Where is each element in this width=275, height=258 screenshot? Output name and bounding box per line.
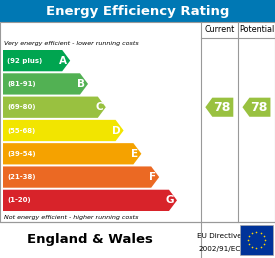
Text: Potential: Potential	[239, 26, 274, 35]
Text: Very energy efficient - lower running costs: Very energy efficient - lower running co…	[4, 41, 139, 46]
Text: Current: Current	[204, 26, 234, 35]
Text: (92 plus): (92 plus)	[7, 58, 42, 64]
Polygon shape	[3, 190, 177, 211]
Text: A: A	[59, 56, 67, 66]
Polygon shape	[3, 143, 141, 164]
Polygon shape	[3, 73, 88, 95]
Text: Energy Efficiency Rating: Energy Efficiency Rating	[46, 4, 229, 18]
Polygon shape	[243, 98, 270, 117]
Text: B: B	[77, 79, 85, 89]
Text: (81-91): (81-91)	[7, 81, 36, 87]
Text: C: C	[95, 102, 103, 112]
Text: E: E	[131, 149, 138, 159]
Text: (69-80): (69-80)	[7, 104, 35, 110]
Text: (1-20): (1-20)	[7, 197, 31, 203]
Text: 78: 78	[213, 101, 230, 114]
Text: D: D	[112, 125, 121, 135]
Text: (39-54): (39-54)	[7, 151, 36, 157]
Text: 2002/91/EC: 2002/91/EC	[198, 246, 241, 252]
Text: (55-68): (55-68)	[7, 127, 35, 133]
Text: EU Directive: EU Directive	[197, 233, 242, 239]
Bar	[0, 0, 275, 22]
Text: F: F	[149, 172, 156, 182]
Polygon shape	[3, 96, 106, 118]
Polygon shape	[3, 120, 123, 141]
Bar	[240, 225, 273, 255]
Text: 78: 78	[250, 101, 267, 114]
Bar	[0, 22, 275, 222]
Text: England & Wales: England & Wales	[28, 233, 153, 246]
Text: G: G	[166, 195, 174, 205]
Polygon shape	[205, 98, 233, 117]
Polygon shape	[3, 50, 70, 71]
Text: (21-38): (21-38)	[7, 174, 35, 180]
Text: Not energy efficient - higher running costs: Not energy efficient - higher running co…	[4, 215, 139, 220]
Polygon shape	[3, 166, 159, 188]
